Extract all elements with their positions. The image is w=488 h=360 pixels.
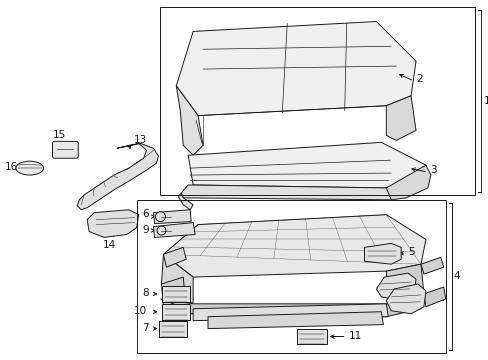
- Polygon shape: [386, 96, 415, 140]
- FancyBboxPatch shape: [52, 141, 78, 158]
- Text: 7: 7: [142, 323, 148, 333]
- Polygon shape: [77, 143, 158, 210]
- Polygon shape: [161, 277, 185, 307]
- Polygon shape: [423, 287, 445, 307]
- Text: 6: 6: [142, 209, 148, 219]
- Polygon shape: [161, 254, 193, 304]
- Text: 12: 12: [432, 293, 445, 303]
- Bar: [137, 200, 445, 354]
- Text: 14: 14: [102, 240, 115, 251]
- Text: 16: 16: [4, 162, 18, 172]
- Ellipse shape: [155, 212, 165, 222]
- Polygon shape: [176, 86, 203, 155]
- Text: 15: 15: [53, 130, 66, 140]
- Polygon shape: [87, 210, 139, 238]
- Polygon shape: [386, 264, 423, 304]
- Polygon shape: [160, 294, 423, 317]
- Polygon shape: [386, 284, 425, 314]
- Text: 10: 10: [133, 306, 146, 316]
- Polygon shape: [207, 312, 383, 329]
- Bar: [297, 329, 326, 344]
- Polygon shape: [163, 215, 425, 277]
- Polygon shape: [376, 273, 415, 301]
- Bar: [162, 304, 190, 320]
- Polygon shape: [193, 304, 387, 321]
- Text: 3: 3: [429, 165, 436, 175]
- Bar: [159, 321, 187, 337]
- Text: 2: 2: [415, 74, 422, 84]
- Polygon shape: [188, 142, 425, 188]
- Text: 8: 8: [142, 288, 148, 298]
- Text: 5: 5: [407, 247, 414, 257]
- Text: 13: 13: [133, 135, 147, 145]
- Text: 11: 11: [348, 330, 361, 341]
- Polygon shape: [153, 210, 191, 224]
- Ellipse shape: [157, 226, 165, 235]
- Ellipse shape: [16, 161, 43, 175]
- Bar: [160, 6, 474, 195]
- Text: 1: 1: [483, 96, 488, 106]
- Text: 4: 4: [453, 271, 459, 281]
- Polygon shape: [178, 193, 193, 210]
- Polygon shape: [163, 247, 186, 267]
- Polygon shape: [420, 257, 443, 274]
- Polygon shape: [181, 185, 393, 200]
- Polygon shape: [386, 165, 430, 200]
- Polygon shape: [153, 222, 195, 238]
- Polygon shape: [176, 22, 415, 116]
- Bar: [162, 286, 190, 302]
- Polygon shape: [364, 243, 400, 264]
- Text: 9: 9: [142, 225, 148, 234]
